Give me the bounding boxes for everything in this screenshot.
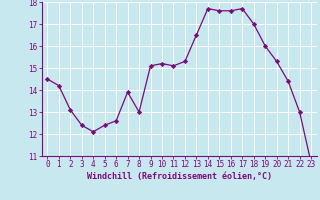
X-axis label: Windchill (Refroidissement éolien,°C): Windchill (Refroidissement éolien,°C): [87, 172, 272, 181]
